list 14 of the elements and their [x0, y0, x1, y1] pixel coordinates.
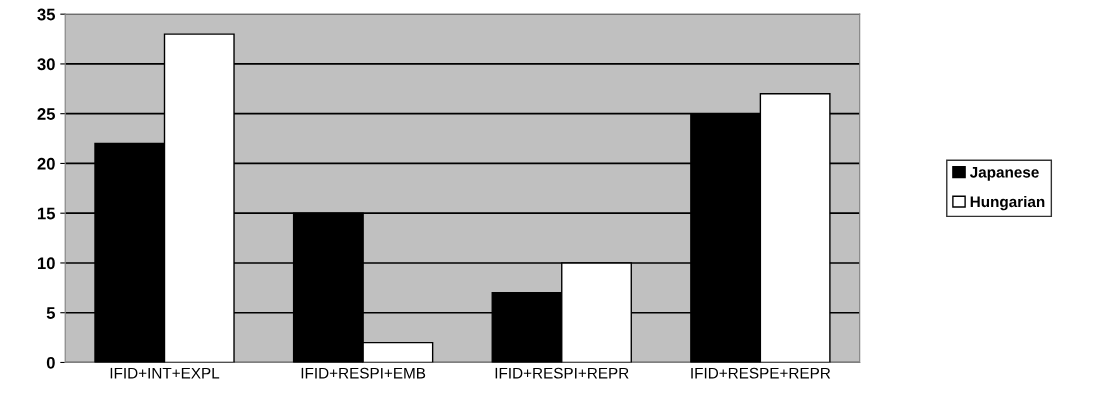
y-tick-label: 30	[37, 58, 55, 71]
x-tick-label: IFID+RESPI+REPR	[495, 367, 629, 379]
y-tick-label: 20	[37, 157, 55, 170]
y-tick-label: 0	[46, 356, 55, 369]
y-tick-label: 5	[46, 307, 56, 319]
x-tick-label: IFID+INT+EXPL	[110, 367, 220, 379]
y-tick-label: 10	[37, 257, 55, 270]
y-tick-label: 25	[37, 108, 56, 120]
x-tick-label: IFID+RESPE+REPR	[691, 367, 831, 379]
y-tick-label: 15	[37, 207, 56, 220]
legend-label: Hungarian	[970, 195, 1045, 211]
legend-label: Japanese	[969, 166, 1039, 181]
y-tick-label: 35	[37, 8, 56, 21]
x-tick-label: IFID+RESPI+EMB	[301, 367, 426, 379]
